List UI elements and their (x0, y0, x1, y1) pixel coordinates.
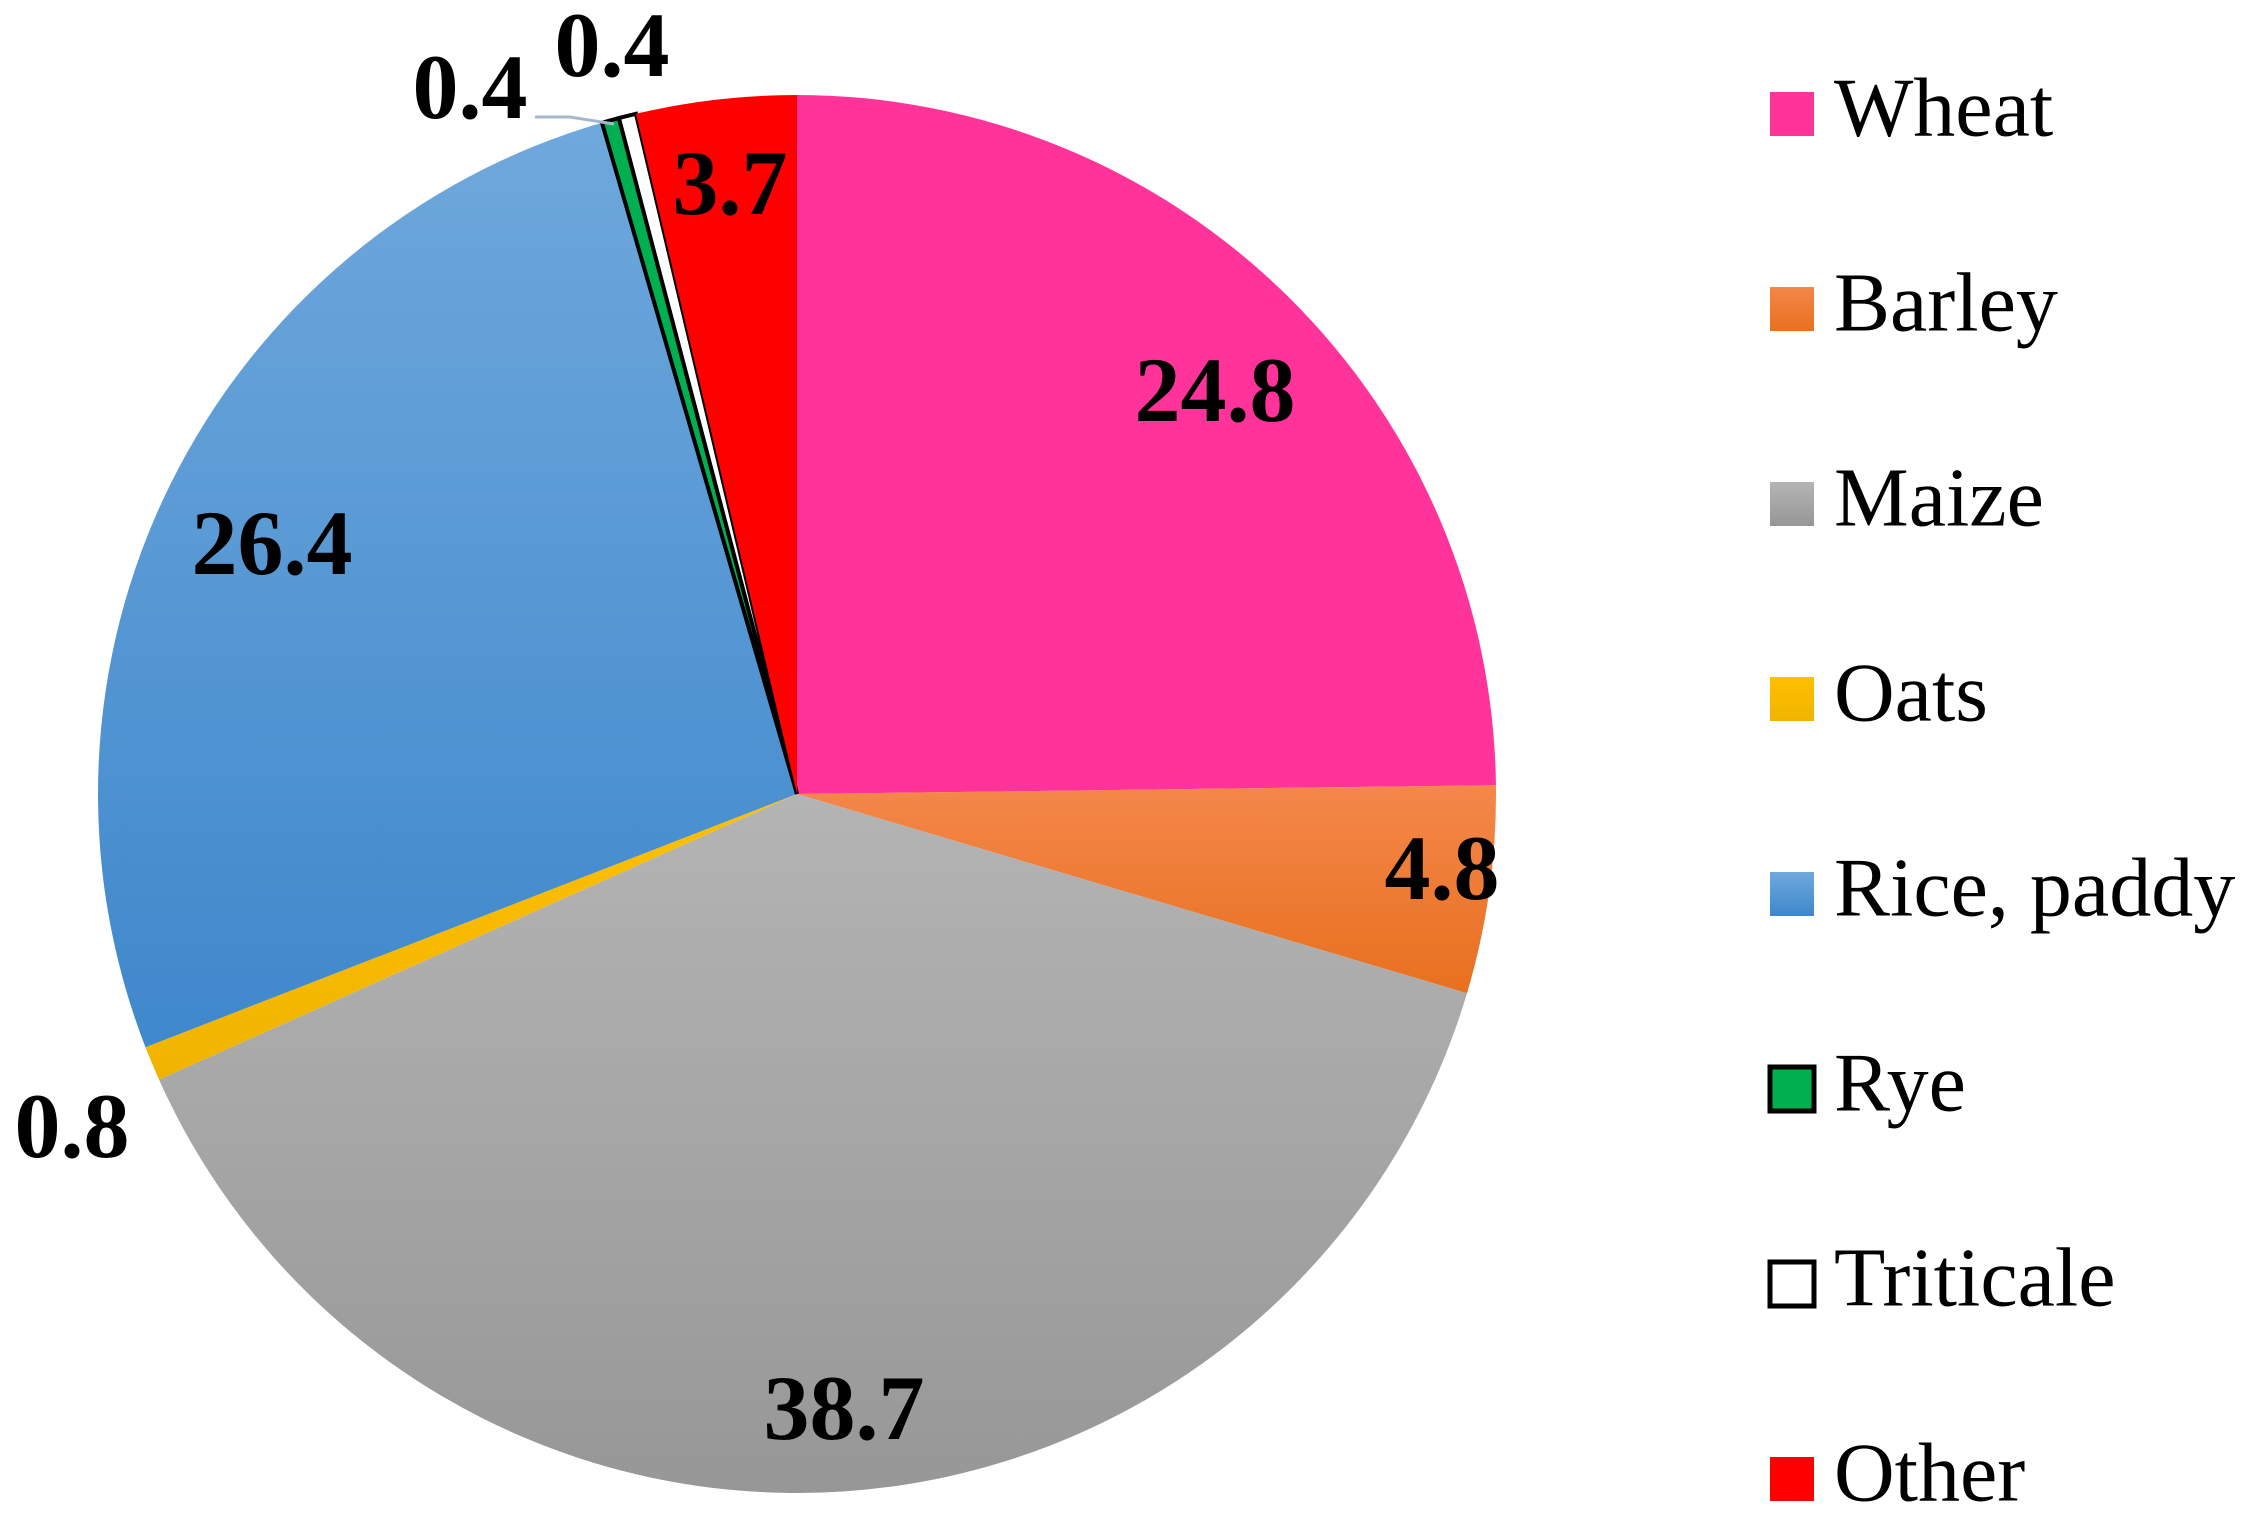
legend-label-other: Other (1834, 1426, 2025, 1516)
data-label-rye: 0.4 (413, 36, 528, 138)
pie-slice-maize (159, 794, 1468, 1494)
legend-swatch-wheat (1770, 92, 1814, 136)
data-label-triticale: 0.4 (555, 0, 670, 96)
legend-label-triticale: Triticale (1834, 1231, 2116, 1324)
data-label-other: 3.7 (673, 132, 788, 234)
pie-slices (97, 95, 1496, 1494)
pie-slice-wheat (797, 95, 1496, 794)
legend-swatch-oats (1770, 677, 1814, 721)
legend-label-barley: Barley (1834, 256, 2058, 349)
data-label-maize: 38.7 (764, 1357, 925, 1459)
data-label-wheat: 24.8 (1135, 339, 1296, 441)
legend-label-rice-paddy: Rice, paddy (1834, 841, 2235, 934)
pie-slice-other (635, 95, 797, 794)
legend: Wheat Barley Maize Oats Rice, paddy Rye Tritic… (1767, 61, 2235, 1516)
leader-line-rye (535, 115, 615, 126)
legend-swatch-barley (1770, 287, 1814, 331)
pie-slice-barley (797, 785, 1496, 994)
pie-slice-triticale (616, 111, 799, 795)
pie-slice-rice-paddy (97, 122, 797, 1048)
data-labels: 24.84.838.70.826.40.4 0.43.7 (15, 0, 1500, 1459)
data-label-barley: 4.8 (1385, 817, 1500, 919)
pie-slice-oats (145, 794, 797, 1080)
legend-swatch-rye (1767, 1064, 1817, 1114)
legend-label-oats: Oats (1834, 646, 1988, 739)
legend-swatch-rice-paddy (1770, 872, 1814, 916)
legend-label-maize: Maize (1834, 451, 2044, 544)
data-label-rice-paddy: 26.4 (192, 492, 353, 594)
legend-swatch-other (1770, 1457, 1814, 1501)
data-label-oats: 0.8 (15, 1075, 130, 1177)
legend-swatch-maize (1770, 482, 1814, 526)
legend-label-wheat: Wheat (1834, 61, 2053, 154)
legend-swatch-triticale (1767, 1259, 1817, 1309)
leader-lines (535, 115, 615, 126)
legend-label-rye: Rye (1834, 1036, 1966, 1129)
